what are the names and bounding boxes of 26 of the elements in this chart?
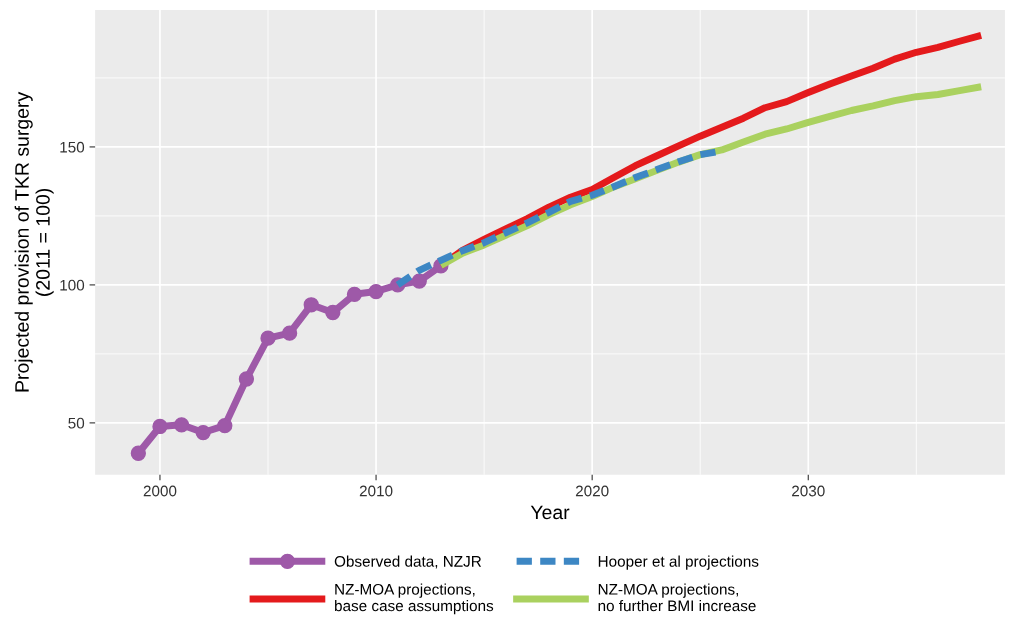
point — [130, 445, 146, 461]
legend-label: Hooper et al projections — [598, 555, 759, 570]
legend-label: NZ-MOA projections, no further BMI increase — [598, 583, 756, 612]
x-axis-title: Year — [530, 505, 570, 520]
y-tick-label: 50 — [68, 417, 85, 429]
legend-label: NZ-MOA projections, base case assumptions — [335, 583, 494, 615]
point — [281, 325, 298, 341]
x-tick-label: 2030 — [792, 485, 825, 497]
legend-label: Observed data, NZJR — [334, 555, 482, 569]
point — [217, 418, 233, 434]
point — [411, 273, 427, 289]
y-tick-label: 100 — [60, 279, 85, 291]
point — [303, 297, 319, 313]
x-tick-label: 2000 — [143, 485, 177, 497]
y-axis-title: Projected provision of TKR surgery (2011 = 100) — [14, 91, 54, 392]
y-tick-label: 150 — [60, 141, 85, 153]
point — [325, 304, 341, 321]
point — [152, 418, 168, 435]
x-tick-label: 2020 — [575, 485, 609, 497]
point — [260, 330, 276, 346]
x-tick-label: 2010 — [359, 485, 393, 497]
point — [368, 283, 384, 300]
point — [238, 371, 255, 387]
point — [346, 286, 363, 302]
point — [195, 424, 211, 441]
point — [173, 417, 190, 433]
